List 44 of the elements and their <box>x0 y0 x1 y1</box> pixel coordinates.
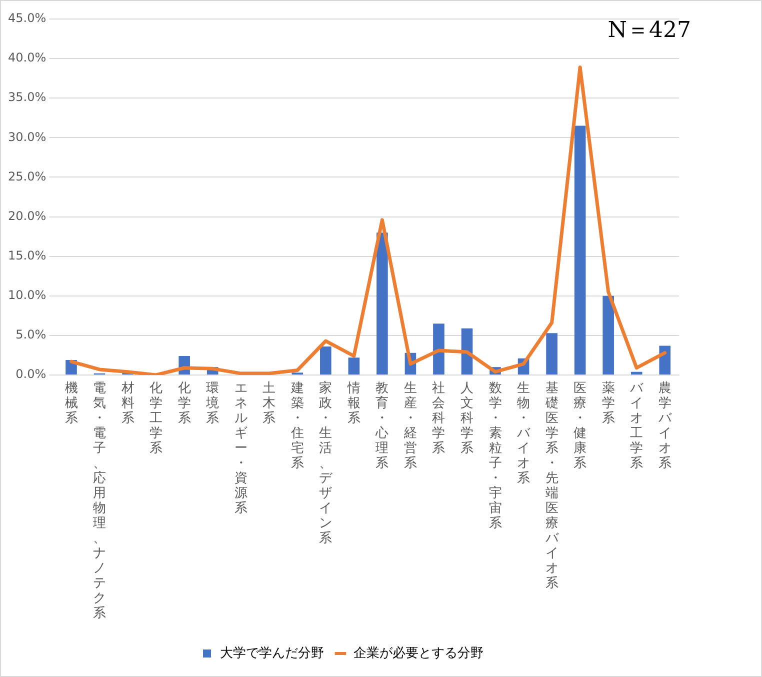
category-label: 家政・生活、デザイン系 <box>319 381 332 546</box>
bar <box>348 358 360 374</box>
x-tick-label: 材料系 <box>120 381 135 426</box>
x-tick-label: 土木系 <box>262 381 276 426</box>
y-tick-label: 45.0% <box>8 11 46 26</box>
y-tick-label: 15.0% <box>8 248 46 262</box>
bar <box>433 324 444 374</box>
bar <box>546 333 558 374</box>
y-tick-label: 30.0% <box>8 130 46 144</box>
category-label: 電気・電子、応用物理、ナノテク系 <box>93 381 106 621</box>
category-label: 基礎医学系・先端医療バイオ系 <box>545 381 558 591</box>
y-tick-label: 40.0% <box>8 50 46 65</box>
bar <box>376 232 388 374</box>
legend-label: 大学で学んだ分野 <box>220 646 324 661</box>
x-tick-label: 化学工学系 <box>149 381 164 456</box>
legend-label: 企業が必要とする分野 <box>354 646 484 661</box>
x-tick-label: 社会科学系 <box>432 381 446 456</box>
y-tick-label: 5.0% <box>16 328 46 342</box>
category-label: 数学・素粒子・宇宙系 <box>488 381 502 531</box>
bar <box>320 346 332 374</box>
annotation: N＝427 <box>608 17 691 45</box>
x-tick-label: 環境系 <box>206 381 220 426</box>
y-tick-label: 25.0% <box>8 169 46 184</box>
x-tick-label: 医療・健康系 <box>573 381 588 471</box>
y-tick-label: 10.0% <box>8 288 46 302</box>
bar <box>659 346 671 374</box>
x-tick-label: バイオ工学系 <box>630 381 644 471</box>
y-tick-label: 35.0% <box>8 90 46 104</box>
x-tick-label: 農学バイオ系 <box>658 381 672 471</box>
x-tick-label: 生産・経営系 <box>403 381 418 471</box>
y-tick-label: 20.0% <box>8 208 46 223</box>
x-tick-label: 機械系 <box>64 381 78 426</box>
x-tick-label: 生物・バイオ系 <box>516 381 531 486</box>
x-tick-label: 人文科学系 <box>460 381 474 456</box>
bar <box>602 296 614 374</box>
x-tick-label: 建築・住宅系 <box>290 381 304 471</box>
bar <box>630 372 642 374</box>
y-tick-label: 0.0% <box>16 367 46 382</box>
category-label: エネルギー・資源系 <box>234 381 248 516</box>
x-tick-label: 情報系 <box>346 381 361 426</box>
x-tick-label: 化学系 <box>177 381 192 426</box>
x-tick-label: 教育・心理系 <box>375 381 390 471</box>
bar <box>574 126 586 374</box>
x-tick-label: 薬学系 <box>601 381 616 426</box>
